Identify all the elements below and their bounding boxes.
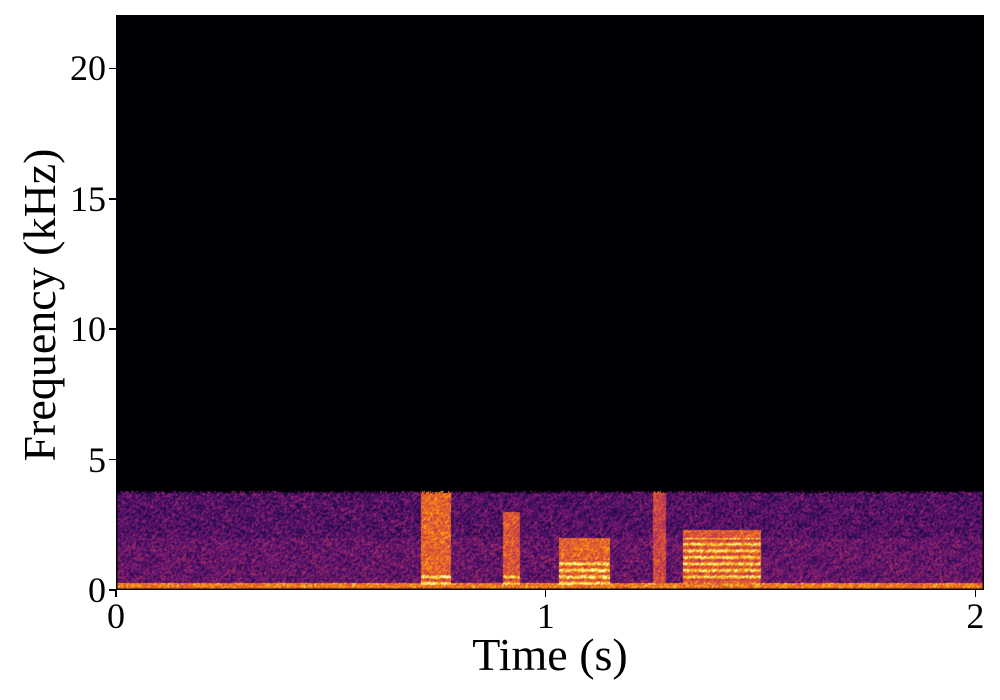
x-axis-label: Time (s)	[472, 629, 628, 680]
x-tick	[974, 590, 977, 597]
y-tick	[109, 67, 116, 70]
y-tick-label: 15	[70, 178, 106, 219]
y-tick	[109, 328, 116, 330]
spectrogram-heatmap	[116, 15, 984, 590]
y-tick-label: 0	[88, 570, 106, 610]
y-axis-label: Frequency (kHz)	[14, 148, 65, 462]
y-tick-label: 5	[88, 439, 106, 480]
y-tick	[109, 198, 116, 200]
y-tick	[109, 458, 116, 461]
x-tick-label: 1	[536, 596, 555, 636]
x-tick	[115, 590, 117, 597]
x-tick-label: 0	[107, 596, 125, 636]
y-tick-label: 10	[70, 309, 106, 350]
x-tick	[544, 590, 547, 597]
x-tick-label: 2	[966, 596, 985, 636]
y-tick	[109, 589, 116, 591]
y-tick-label: 20	[70, 48, 106, 89]
